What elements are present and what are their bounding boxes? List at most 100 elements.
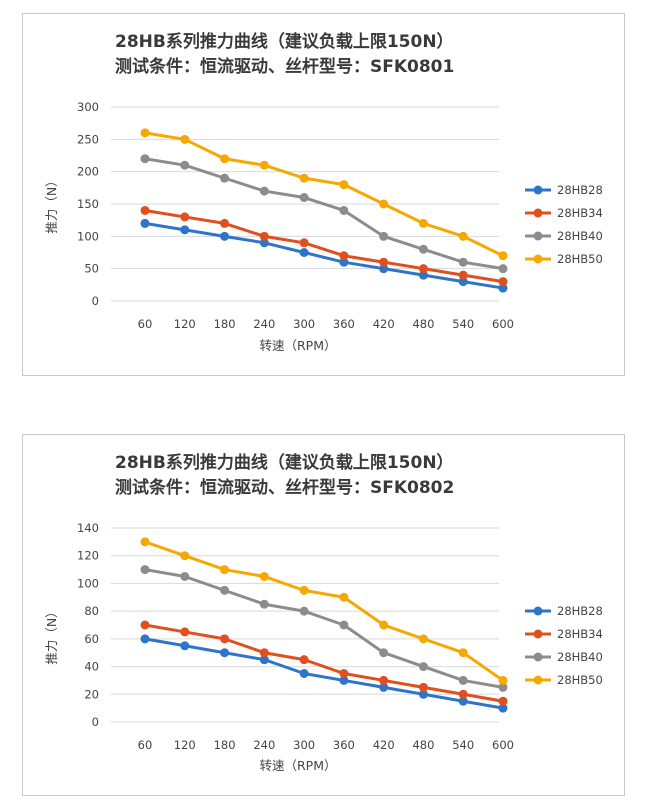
data-point-28hb40 [458,257,468,267]
x-tick-label: 240 [253,738,275,752]
chart-title: 28HB系列推力曲线（建议负载上限150N） [115,452,454,473]
data-point-28hb50 [220,154,230,164]
data-point-28hb28 [140,218,150,228]
legend-marker [533,231,543,241]
data-point-28hb40 [339,205,349,215]
data-point-28hb28 [220,648,230,658]
x-tick-label: 360 [333,317,355,331]
legend-label: 28HB34 [557,627,603,641]
legend-marker [533,208,543,218]
x-tick-label: 180 [214,738,236,752]
data-point-28hb34 [220,634,230,644]
data-point-28hb28 [140,634,150,644]
data-point-28hb34 [180,212,190,222]
chart-panel-sfk0802: 28HB系列推力曲线（建议负载上限150N） 测试条件：恒流驱动、丝杆型号：SF… [22,434,625,796]
data-point-28hb40 [498,682,508,692]
x-tick-label: 420 [373,317,395,331]
y-tick-label: 150 [77,197,99,211]
x-tick-label: 300 [293,738,315,752]
y-tick-label: 140 [77,521,99,535]
x-tick-label: 420 [373,738,395,752]
data-point-28hb50 [259,572,269,581]
data-point-28hb40 [418,244,428,254]
data-point-28hb50 [299,585,309,595]
x-tick-label: 120 [174,317,196,331]
data-point-28hb40 [180,160,190,170]
data-point-28hb34 [458,270,468,280]
data-point-28hb40 [140,154,150,164]
x-tick-label: 540 [452,317,474,331]
data-point-28hb50 [259,160,269,170]
legend-label: 28HB28 [557,604,603,618]
data-point-28hb34 [140,205,150,215]
y-tick-label: 20 [84,687,99,701]
data-point-28hb40 [339,620,349,630]
legend-marker [533,675,543,685]
data-point-28hb34 [180,627,190,637]
y-tick-label: 40 [84,660,99,674]
series-line-28hb50 [144,540,504,682]
y-tick-label: 0 [92,715,99,729]
data-point-28hb34 [299,238,309,248]
data-point-28hb34 [339,251,349,261]
thrust-chart-sfk0801: 28HB系列推力曲线（建议负载上限150N） 测试条件：恒流驱动、丝杆型号：SF… [44,31,603,353]
data-point-28hb50 [418,218,428,228]
data-point-28hb28 [259,238,269,248]
data-point-28hb28 [418,689,428,699]
data-point-28hb50 [379,199,389,209]
data-point-28hb34 [458,689,468,699]
y-tick-label: 0 [92,294,99,308]
data-point-28hb50 [180,134,190,144]
data-point-28hb40 [379,648,389,658]
data-point-28hb50 [458,648,468,658]
y-tick-label: 80 [84,604,99,618]
data-point-28hb28 [299,248,309,257]
y-axis-label: 推力（N） [44,174,59,233]
data-point-28hb50 [458,231,468,241]
legend-label: 28HB34 [557,206,603,220]
data-point-28hb40 [140,565,150,575]
data-point-28hb34 [140,620,150,630]
data-point-28hb50 [379,620,389,630]
legend-marker [533,606,543,616]
series-line-28hb28 [144,637,504,710]
legend-label: 28HB50 [557,673,603,687]
series-line-28hb34 [144,208,504,284]
x-tick-label: 300 [293,317,315,331]
data-point-28hb28 [339,675,349,685]
data-point-28hb40 [299,606,309,616]
legend-marker [533,254,543,264]
data-point-28hb40 [259,186,269,196]
data-point-28hb50 [180,551,190,561]
x-tick-label: 360 [333,738,355,752]
data-point-28hb34 [498,696,508,706]
x-tick-label: 480 [412,738,434,752]
y-tick-label: 120 [77,549,99,563]
thrust-chart-sfk0802: 28HB系列推力曲线（建议负载上限150N） 测试条件：恒流驱动、丝杆型号：SF… [44,452,603,773]
legend-label: 28HB28 [557,183,603,197]
data-point-28hb34 [379,257,389,267]
data-point-28hb28 [259,655,269,665]
data-point-28hb50 [299,173,309,183]
x-tick-label: 180 [214,317,236,331]
data-point-28hb50 [339,592,349,602]
x-tick-label: 60 [138,317,153,331]
data-point-28hb28 [299,669,309,678]
data-point-28hb34 [379,675,389,685]
data-point-28hb28 [339,257,349,267]
legend-marker [533,629,543,639]
y-axis-label: 推力（N） [44,605,59,664]
series-line-28hb50 [144,131,504,258]
y-tick-label: 100 [77,576,99,590]
data-point-28hb34 [418,682,428,692]
data-point-28hb40 [220,585,230,595]
x-tick-label: 600 [492,317,514,331]
data-point-28hb40 [379,231,389,241]
x-axis-label: 转速（RPM） [259,338,336,353]
y-tick-label: 60 [84,632,99,646]
y-tick-label: 300 [77,100,99,114]
legend-marker [533,185,543,195]
data-point-28hb50 [498,675,508,685]
data-point-28hb50 [339,180,349,190]
legend-label: 28HB40 [557,650,603,664]
